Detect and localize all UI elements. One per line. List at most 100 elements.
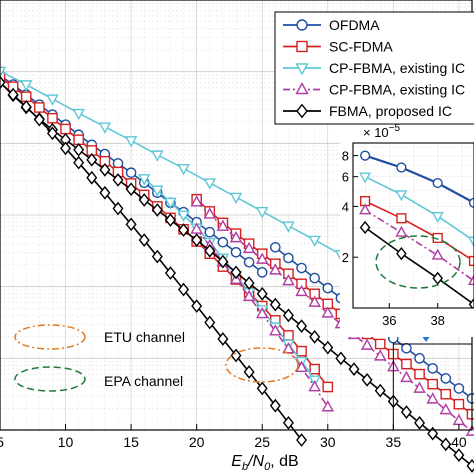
inset-plot: 8 6 4 2 36 38 × 10−5 (340, 117, 474, 337)
data-point-marker (229, 230, 243, 243)
data-point-marker (216, 219, 230, 231)
x-tick-label: 25 (254, 434, 270, 450)
data-point-marker (396, 247, 407, 261)
data-point-marker (99, 162, 111, 177)
data-point-marker (151, 185, 164, 197)
data-point-marker (255, 207, 269, 219)
inset-curves (359, 150, 474, 308)
data-point-marker (151, 150, 164, 162)
data-point-marker (164, 266, 176, 280)
data-point-marker (431, 211, 444, 223)
data-point-marker (230, 348, 242, 363)
data-point-marker (34, 102, 45, 113)
data-point-marker (359, 172, 372, 184)
x-tick-label: 15 (123, 434, 139, 450)
data-point-marker (151, 203, 163, 217)
data-point-marker (177, 164, 190, 176)
inset-series-line (364, 175, 474, 242)
data-point-marker (269, 263, 282, 275)
data-point-marker (296, 103, 308, 119)
data-point-marker (374, 338, 386, 350)
data-point-marker (46, 94, 59, 106)
data-point-marker (395, 190, 408, 202)
x-tick-label: 30 (320, 434, 336, 450)
data-point-marker (396, 162, 407, 173)
data-point-marker (151, 249, 163, 264)
data-point-marker (282, 221, 295, 233)
etu-curves-ellipse (225, 347, 299, 383)
data-point-marker (309, 329, 321, 344)
channel-annotations: ETU channel EPA channel (14, 324, 299, 392)
legend-entry-label: OFDMA (329, 17, 380, 33)
data-point-marker (335, 351, 347, 366)
data-point-marker (467, 274, 474, 285)
data-point-marker (396, 213, 407, 224)
data-point-marker (243, 256, 255, 268)
data-point-marker (255, 306, 269, 319)
data-point-marker (256, 381, 268, 396)
epa-inset-ellipse (375, 235, 461, 289)
zoom-rectangle (392, 343, 473, 431)
data-point-marker (217, 332, 229, 346)
data-point-marker (269, 297, 281, 312)
inset-x-tick-label: 36 (382, 313, 396, 328)
x-tick-label: 5 (0, 434, 4, 450)
data-point-marker (401, 342, 412, 354)
data-point-marker (296, 19, 308, 31)
data-point-marker (413, 381, 426, 393)
data-point-marker (468, 255, 474, 267)
legend-entry-label: CP-FBMA, existing IC (329, 60, 465, 76)
data-point-marker (190, 222, 203, 234)
x-axis-label: Eb/N0, dB (231, 453, 298, 473)
data-point-marker (296, 262, 307, 274)
data-point-marker (308, 235, 321, 248)
data-point-marker (360, 150, 371, 161)
data-point-marker (112, 173, 124, 187)
data-point-marker (46, 126, 58, 141)
data-point-marker (203, 207, 217, 219)
data-point-marker (414, 353, 425, 364)
data-point-marker (125, 217, 137, 232)
data-point-marker (0, 75, 6, 90)
data-point-marker (204, 243, 216, 258)
data-point-marker (125, 182, 137, 197)
data-point-marker (242, 241, 256, 254)
data-point-marker (296, 345, 307, 357)
data-point-marker (468, 297, 474, 308)
data-point-marker (359, 203, 372, 215)
data-point-marker (243, 276, 255, 290)
data-point-marker (190, 195, 203, 207)
inset-x-tick-label: 38 (430, 313, 444, 328)
data-point-marker (256, 286, 268, 301)
data-point-marker (33, 112, 45, 127)
data-point-marker (230, 265, 242, 280)
data-point-marker (432, 271, 443, 285)
data-point-marker (322, 381, 334, 393)
legend-entry-label: CP-FBMA, existing IC (329, 82, 465, 98)
data-point-marker (47, 112, 58, 124)
inset-y-tick-label: 8 (342, 149, 349, 164)
data-point-marker (73, 142, 85, 157)
data-point-marker (230, 246, 242, 258)
data-point-marker (7, 87, 19, 102)
data-point-marker (440, 437, 452, 452)
data-point-marker (255, 252, 269, 264)
data-point-marker (269, 324, 282, 336)
data-point-marker (203, 178, 217, 190)
data-point-marker (282, 273, 295, 286)
data-point-marker (282, 415, 294, 430)
data-point-marker (0, 66, 7, 78)
data-point-marker (427, 426, 439, 441)
inset-frame (352, 142, 474, 309)
data-point-marker (99, 185, 111, 200)
data-point-marker (270, 241, 281, 253)
data-point-marker (400, 370, 413, 383)
data-point-marker (414, 368, 425, 380)
data-point-marker (178, 282, 190, 297)
inset-series-line (364, 226, 474, 306)
legend: OFDMA SC-FDMA CP-FBMA, existing IC CP-FBMA,… (274, 11, 474, 125)
data-point-marker (98, 122, 112, 134)
x-tick-label: 35 (386, 434, 402, 450)
data-point-marker (242, 289, 256, 302)
